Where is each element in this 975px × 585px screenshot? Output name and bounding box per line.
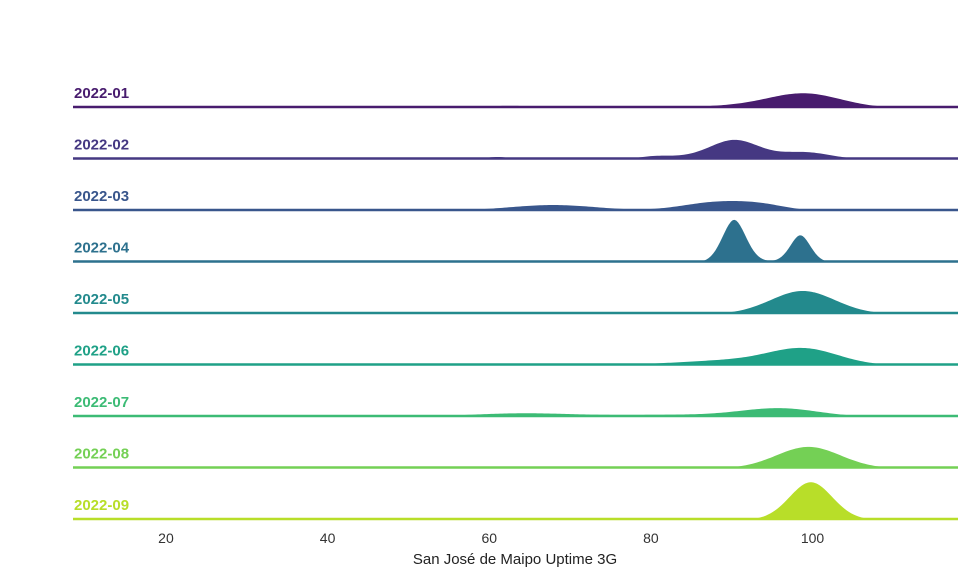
ridge-2022-09: 2022-09: [73, 480, 958, 521]
ridge-2022-07: 2022-07: [73, 394, 958, 418]
ridge-2022-05: 2022-05: [73, 288, 958, 315]
ridge-2022-08: 2022-08: [73, 444, 958, 469]
ridge-2022-01: 2022-01: [73, 85, 958, 109]
row-label-2022-09: 2022-09: [74, 497, 129, 514]
x-tick-label: 100: [801, 530, 825, 546]
density-area-2022-08: [73, 444, 958, 469]
row-label-2022-07: 2022-07: [74, 394, 129, 411]
density-area-2022-02: [73, 137, 958, 160]
x-tick-label: 40: [320, 530, 336, 546]
ridge-2022-02: 2022-02: [73, 137, 958, 160]
density-area-2022-05: [73, 288, 958, 314]
ridges-group: 2022-01 2022-02 2022-03 2022-04 2022-05 2022-…: [72, 85, 958, 521]
row-label-2022-01: 2022-01: [74, 85, 129, 102]
density-area-2022-06: [73, 345, 958, 366]
density-area-2022-04: [73, 217, 958, 263]
row-label-2022-02: 2022-02: [74, 137, 129, 154]
x-tick-label: 80: [643, 530, 659, 546]
density-area-2022-09: [73, 480, 958, 520]
density-area-2022-03: [72, 198, 958, 211]
row-label-2022-05: 2022-05: [74, 291, 129, 308]
density-area-2022-01: [73, 91, 958, 108]
ridge-2022-04: 2022-04: [73, 217, 958, 263]
density-area-2022-07: [73, 406, 958, 417]
ridge-2022-03: 2022-03: [72, 188, 958, 212]
row-label-2022-06: 2022-06: [74, 343, 129, 360]
row-label-2022-08: 2022-08: [74, 446, 129, 463]
x-axis: 20 40 60 80 100: [158, 530, 824, 546]
x-tick-label: 20: [158, 530, 174, 546]
ridge-2022-06: 2022-06: [73, 343, 958, 366]
row-label-2022-03: 2022-03: [74, 188, 129, 205]
x-tick-label: 60: [481, 530, 497, 546]
x-axis-label: San José de Maipo Uptime 3G: [413, 551, 617, 568]
row-label-2022-04: 2022-04: [74, 240, 130, 257]
